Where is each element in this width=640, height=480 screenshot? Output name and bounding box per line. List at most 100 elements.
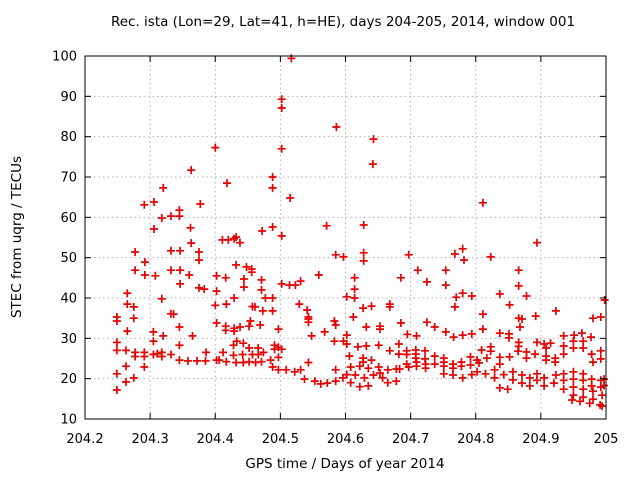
data-point: [359, 304, 368, 313]
data-point: [369, 135, 378, 144]
data-point: [282, 365, 291, 374]
data-point: [374, 363, 383, 371]
data-point: [569, 391, 578, 400]
data-point: [157, 294, 166, 303]
data-point: [122, 377, 130, 386]
y-tick-label: 20: [60, 372, 77, 387]
data-point: [222, 357, 231, 366]
data-point: [239, 283, 248, 292]
data-point: [364, 364, 373, 373]
data-point: [303, 306, 312, 315]
data-point: [587, 375, 596, 384]
data-point: [239, 339, 248, 348]
data-point: [404, 363, 413, 371]
data-point: [467, 329, 476, 338]
data-point: [296, 365, 305, 374]
data-point: [331, 250, 340, 259]
data-point: [359, 358, 368, 367]
data-point: [200, 285, 209, 294]
data-point: [499, 370, 508, 379]
data-point: [495, 360, 504, 369]
data-point: [310, 377, 319, 386]
data-point: [330, 337, 339, 346]
y-tick-label: 80: [60, 130, 77, 145]
data-point: [175, 356, 184, 365]
data-point: [495, 383, 504, 392]
data-point: [475, 358, 483, 367]
data-point: [569, 383, 578, 392]
x-axis-tick-labels: 204.2 204.3 204.4 204.5 204.6 204.7 204.8 204.9…: [66, 432, 618, 447]
data-point: [478, 325, 487, 334]
data-point: [569, 344, 578, 352]
data-point: [589, 387, 597, 396]
data-point: [505, 352, 514, 361]
data-point: [232, 260, 241, 269]
y-tick-label: 50: [60, 251, 77, 266]
data-point: [274, 353, 283, 362]
data-point: [600, 381, 608, 390]
data-point: [219, 348, 228, 357]
grid-lines: [85, 56, 606, 419]
data-point: [304, 318, 313, 327]
data-point: [421, 346, 429, 355]
data-point: [559, 342, 568, 350]
data-point: [149, 327, 158, 336]
data-point: [378, 373, 387, 382]
data-point: [587, 333, 595, 342]
data-point: [359, 221, 368, 229]
data-point: [396, 273, 405, 282]
data-point: [473, 367, 482, 376]
data-point: [368, 160, 377, 169]
data-point: [518, 315, 526, 323]
data-point: [268, 363, 277, 371]
data-point: [131, 352, 140, 361]
data-point: [531, 312, 540, 321]
data-point: [430, 360, 439, 369]
data-point: [467, 292, 476, 300]
data-point: [412, 331, 421, 340]
data-point: [518, 379, 526, 388]
data-point: [277, 144, 286, 153]
data-point: [175, 341, 184, 350]
data-point: [514, 281, 523, 290]
data-point: [185, 271, 194, 279]
data-point: [589, 395, 597, 404]
data-point: [291, 281, 300, 290]
data-point: [430, 323, 439, 331]
data-point: [600, 296, 609, 304]
data-point: [345, 352, 354, 361]
data-point: [579, 393, 588, 402]
data-point: [458, 244, 467, 253]
data-point: [395, 365, 404, 373]
data-point: [376, 369, 384, 377]
data-point: [540, 381, 549, 390]
data-point: [230, 327, 239, 336]
data-point: [331, 321, 340, 329]
data-point: [587, 381, 596, 390]
data-point: [589, 358, 597, 367]
data-point: [596, 346, 605, 355]
data-point: [129, 314, 138, 323]
data-point: [212, 287, 221, 296]
data-point: [331, 365, 340, 374]
data-point: [230, 294, 239, 302]
data-point: [193, 356, 201, 365]
data-point: [350, 273, 359, 282]
data-point: [224, 235, 233, 244]
data-point: [239, 275, 248, 283]
data-point: [458, 373, 467, 382]
data-point: [385, 346, 394, 355]
data-point: [256, 321, 265, 329]
data-point: [353, 342, 362, 351]
data-point: [296, 277, 305, 286]
data-point: [195, 283, 203, 292]
data-point: [176, 246, 185, 255]
data-point: [112, 369, 121, 378]
data-point: [559, 376, 568, 385]
data-point: [140, 363, 149, 371]
data-point: [364, 381, 373, 390]
data-point: [481, 369, 490, 378]
y-tick-label: 10: [60, 413, 77, 428]
data-point: [247, 268, 256, 277]
data-point: [150, 198, 158, 206]
